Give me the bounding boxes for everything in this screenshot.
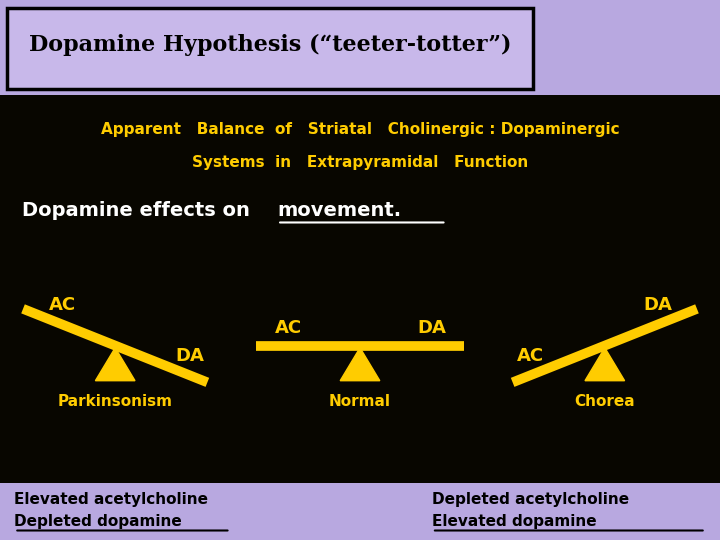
- Text: Systems  in   Extrapyramidal   Function: Systems in Extrapyramidal Function: [192, 154, 528, 170]
- Polygon shape: [340, 348, 380, 381]
- Bar: [0, 94, 720, 483]
- Text: AC: AC: [274, 319, 302, 338]
- Text: movement.: movement.: [277, 201, 401, 220]
- Polygon shape: [585, 348, 624, 381]
- Text: AC: AC: [49, 296, 76, 314]
- Polygon shape: [95, 348, 135, 381]
- Text: Dopamine Hypothesis (“teeter-totter”): Dopamine Hypothesis (“teeter-totter”): [29, 33, 511, 56]
- Text: Dopamine effects on: Dopamine effects on: [22, 201, 256, 220]
- Text: Chorea: Chorea: [575, 394, 635, 409]
- Text: DA: DA: [643, 296, 672, 314]
- Text: Elevated acetylcholine: Elevated acetylcholine: [14, 492, 208, 507]
- Text: Depleted dopamine: Depleted dopamine: [14, 515, 182, 529]
- FancyBboxPatch shape: [7, 8, 533, 89]
- Text: Apparent   Balance  of   Striatal   Cholinergic : Dopaminergic: Apparent Balance of Striatal Cholinergic…: [101, 122, 619, 137]
- Text: Normal: Normal: [329, 394, 391, 409]
- Text: Elevated dopamine: Elevated dopamine: [432, 515, 597, 529]
- Text: Parkinsonism: Parkinsonism: [58, 394, 173, 409]
- Text: DA: DA: [418, 319, 446, 338]
- Text: Depleted acetylcholine: Depleted acetylcholine: [432, 492, 629, 507]
- Text: AC: AC: [517, 347, 544, 364]
- Text: DA: DA: [175, 347, 204, 364]
